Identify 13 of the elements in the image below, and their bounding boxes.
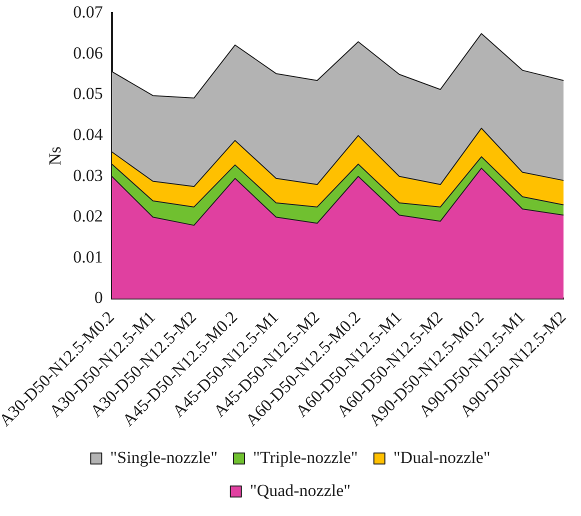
legend-label: "Quad-nozzle" xyxy=(250,480,351,500)
legend-label: "Dual-nozzle" xyxy=(393,448,490,467)
y-tick-label: 0.02 xyxy=(73,206,103,226)
legend-label: "Triple-nozzle" xyxy=(253,448,358,467)
y-tick-label: 0.07 xyxy=(73,2,104,22)
legend-label: "Single-nozzle" xyxy=(110,448,218,467)
y-tick-label: 0.05 xyxy=(73,84,103,104)
y-tick-label: 0.04 xyxy=(73,125,104,144)
y-axis-title: Ns xyxy=(45,146,64,166)
y-tick-label: 0.03 xyxy=(73,166,103,185)
y-tick-label: 0 xyxy=(94,288,103,308)
y-tick-label: 0.01 xyxy=(73,247,103,266)
y-tick-label: 0.06 xyxy=(73,43,103,62)
